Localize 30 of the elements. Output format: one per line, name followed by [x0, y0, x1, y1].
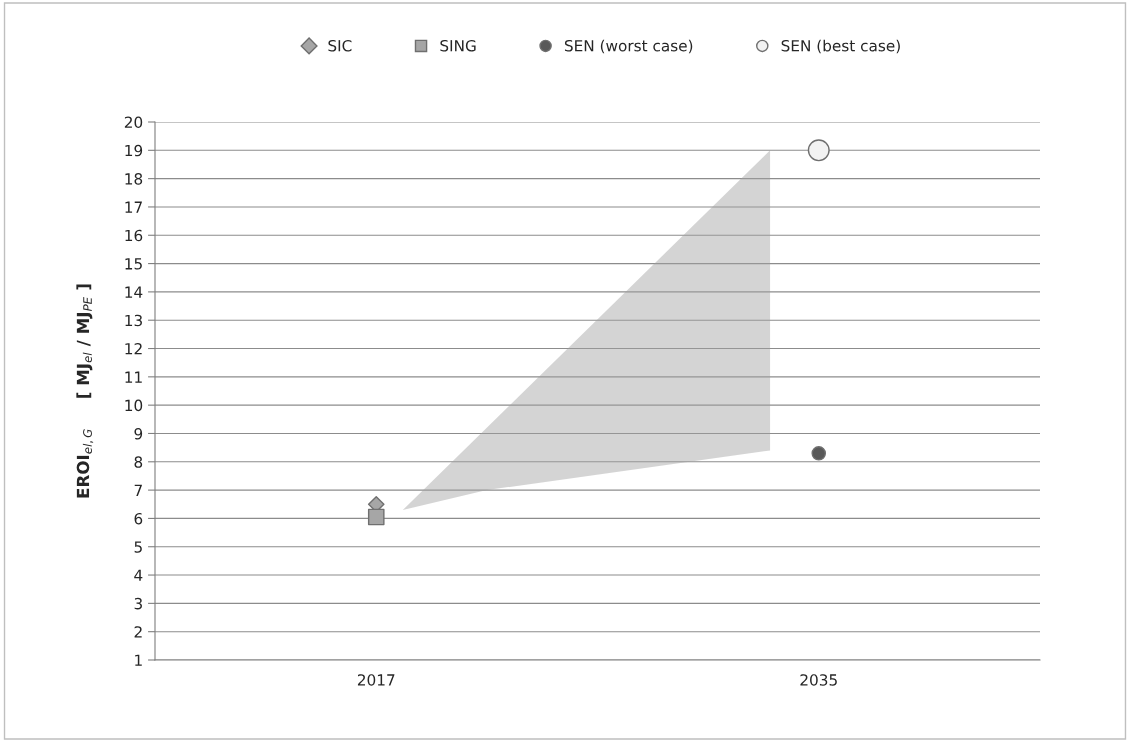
point [807, 139, 830, 162]
y-tick-label: 7 [134, 484, 142, 496]
y-tick-label: 17 [125, 201, 142, 213]
y-tick-label: 8 [134, 456, 143, 468]
point [811, 446, 827, 461]
y-tick-label: 4 [134, 569, 143, 581]
y-tick-label: 14 [125, 286, 143, 298]
y-tick-label: 15 [125, 258, 142, 270]
y-tick-label: 20 [124, 116, 143, 129]
y-tick-label: 9 [134, 427, 143, 440]
x-tick-label: 2035 [800, 674, 837, 686]
x-tick-label: 2017 [357, 674, 395, 686]
y-tick-label: 5 [134, 541, 142, 553]
legend-label: SEN (best case) [781, 39, 900, 54]
y-tick-label: 2 [134, 626, 142, 638]
y-tick-label: 6 [134, 512, 143, 525]
y-tick-label: 18 [125, 173, 143, 185]
y-tick-label: 13 [125, 314, 142, 327]
legend-label: SIC [328, 39, 352, 52]
point [367, 508, 385, 526]
y-tick-label: 3 [134, 597, 142, 610]
y-tick-label: 12 [125, 342, 142, 355]
legend-label: SING [440, 39, 476, 52]
text: EROI$_{el,G}$ [ MJ$_{el}$ / MJ$_{PE}$ ] [76, 284, 94, 498]
y-tick-label: 11 [125, 371, 142, 383]
y-tick-label: 10 [125, 399, 143, 412]
y-tick-label: 16 [125, 229, 143, 242]
y-tick-label: 19 [125, 144, 143, 157]
legend-label: SEN (worst case) [564, 39, 693, 54]
y-tick-label: 1 [135, 654, 142, 666]
